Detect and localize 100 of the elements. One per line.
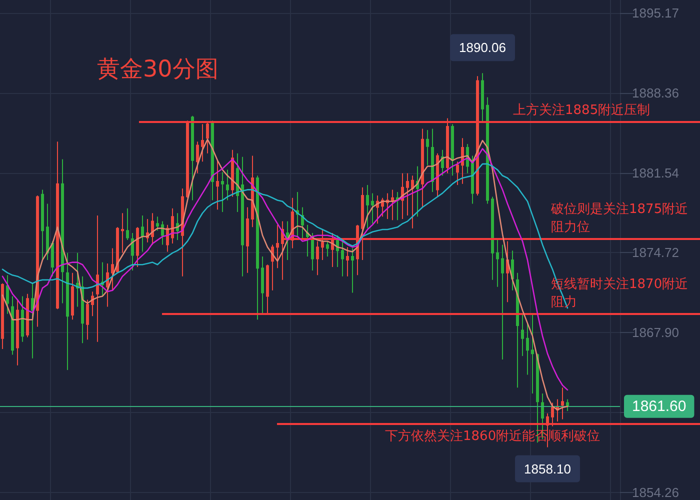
- candlestick: [321, 229, 324, 260]
- candlestick: [336, 234, 339, 268]
- candlestick: [281, 220, 284, 280]
- candlestick: [191, 115, 194, 201]
- candlestick: [516, 272, 519, 388]
- candlestick: [36, 195, 39, 328]
- candlestick: [201, 124, 204, 162]
- y-tick-label: 1867.90: [632, 325, 679, 340]
- candlestick: [526, 322, 529, 376]
- candlestick: [226, 169, 229, 201]
- candlestick: [26, 293, 29, 338]
- candlestick: [431, 128, 434, 193]
- candlestick: [456, 161, 459, 186]
- candlestick: [446, 118, 449, 174]
- candlestick: [126, 208, 129, 241]
- candlestick: [331, 232, 334, 268]
- y-tick-label: 1854.26: [632, 484, 679, 500]
- candlestick: [66, 252, 69, 371]
- candlestick: [506, 240, 509, 303]
- candlestick: [296, 192, 299, 238]
- candlestick: [566, 398, 569, 412]
- candlestick: [531, 313, 534, 394]
- candlestick: [381, 197, 384, 218]
- candlestick: [371, 192, 374, 224]
- candlestick: [151, 212, 154, 246]
- candlestick: [51, 240, 54, 277]
- candlestick: [451, 124, 454, 176]
- candlestick: [86, 299, 89, 340]
- candlestick: [31, 282, 34, 359]
- candlestick: [316, 240, 319, 276]
- candlestick: [61, 158, 64, 304]
- candlestick: [441, 149, 444, 176]
- ref-line-label: 破位则是关注1875附近阻力位: [550, 202, 688, 235]
- candlestick: [216, 160, 219, 210]
- candlestick: [161, 220, 164, 246]
- candlestick: [96, 214, 99, 342]
- candlestick: [391, 189, 394, 221]
- candlestick: [181, 188, 184, 277]
- y-tick-label: 1895.17: [632, 6, 679, 21]
- candlestick: [16, 299, 19, 366]
- candlestick: [361, 186, 364, 260]
- y-tick-label: 1888.36: [632, 85, 679, 100]
- candlestick: [306, 224, 309, 257]
- candlestick: [106, 262, 109, 308]
- candlestick: [196, 141, 199, 174]
- candlestick: [266, 264, 269, 314]
- ref-line-label: 上方关注1885附近压制: [513, 102, 650, 118]
- candlestick: [346, 246, 349, 277]
- candlestick: [131, 232, 134, 271]
- candlestick: [206, 121, 209, 154]
- candlestick: [416, 166, 419, 218]
- ref-line-label: 1861.60: [632, 398, 686, 415]
- candlestick: [76, 252, 79, 308]
- y-tick-label: 1881.54: [632, 165, 679, 180]
- candlestick: [461, 138, 464, 184]
- candlestick: [221, 172, 224, 212]
- candlestick: [91, 291, 94, 317]
- candlestick: [436, 152, 439, 198]
- text: 黄金30分图: [97, 56, 218, 82]
- candlestick: [146, 218, 149, 243]
- candlestick: [156, 216, 159, 232]
- annotation: 1858.10: [524, 461, 571, 476]
- candlestick: [411, 175, 414, 229]
- candlestick: [256, 175, 259, 320]
- candlestick: [421, 128, 424, 208]
- candlestick: [211, 121, 214, 201]
- candlestick: [41, 189, 44, 260]
- candlestick: [326, 240, 329, 257]
- candlestick: [351, 248, 354, 294]
- candlestick: [386, 192, 389, 220]
- candlestick: [136, 226, 139, 268]
- candlestick: [476, 76, 479, 196]
- candlestick: [6, 274, 9, 314]
- candlestick: [236, 152, 239, 212]
- annotation: 1890.06: [459, 40, 506, 56]
- candlestick: [261, 256, 264, 314]
- candlestick: [121, 212, 124, 254]
- candlestick: [11, 296, 14, 356]
- candlestick: [141, 214, 144, 252]
- candlestick: [186, 120, 189, 198]
- candlestick: [241, 156, 244, 277]
- candlestick: [171, 208, 174, 244]
- candlestick: [501, 244, 504, 360]
- candlestick: [246, 206, 249, 274]
- candlestick: [426, 129, 429, 166]
- candlestick: [101, 262, 104, 297]
- candlestick: [111, 248, 114, 291]
- candlestick: [176, 212, 179, 241]
- candlestick: [1, 282, 4, 350]
- candlestick: [486, 96, 489, 204]
- candlestick: [56, 141, 59, 310]
- candlestick: [366, 184, 369, 229]
- candlestick: [406, 172, 409, 216]
- candlestick: [491, 196, 494, 280]
- candlestick: [561, 387, 564, 420]
- candlestick: [271, 244, 274, 291]
- candlestick: [71, 272, 74, 320]
- candlestick: [116, 226, 119, 274]
- candlestick: [46, 203, 49, 260]
- candlestick: [396, 192, 399, 221]
